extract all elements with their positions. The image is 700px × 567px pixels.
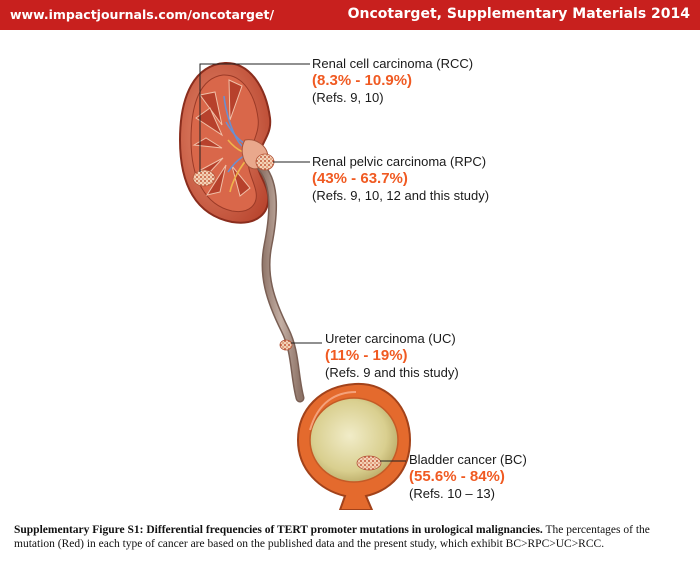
rpc-refs: (Refs. 9, 10, 12 and this study) xyxy=(312,188,490,203)
bladder-shape xyxy=(296,382,412,510)
uc-percent: (11% - 19%) xyxy=(325,347,408,364)
bc-tumor-marker xyxy=(356,455,382,471)
rcc-tumor-marker xyxy=(192,169,216,187)
kidney-shape xyxy=(178,61,272,224)
caption-text: The percentages of the mutation (Red) in… xyxy=(14,524,650,550)
rpc-tumor-marker xyxy=(255,153,275,171)
bc-refs: (Refs. 10 – 13) xyxy=(409,486,495,501)
uc-refs: (Refs. 9 and this study) xyxy=(325,365,459,380)
caption-title: Supplementary Figure S1: Differential fr… xyxy=(14,524,543,536)
header-bar: www.impactjournals.com/oncotarget/ Oncot… xyxy=(0,0,700,30)
rpc-percent: (43% - 63.7%) xyxy=(312,170,408,187)
rcc-percent: (8.3% - 10.9%) xyxy=(312,72,413,89)
uc-name: Ureter carcinoma (UC) xyxy=(325,331,456,346)
journal-title: Oncotarget, Supplementary Materials 2014 xyxy=(347,6,690,22)
journal-url[interactable]: www.impactjournals.com/oncotarget/ xyxy=(10,7,275,22)
rpc-label: Renal pelvic carcinoma (RPC) (43% - 63.7… xyxy=(312,155,489,202)
rcc-leader-line xyxy=(199,63,310,172)
bc-name: Bladder cancer (BC) xyxy=(409,452,527,467)
rpc-name: Renal pelvic carcinoma (RPC) xyxy=(312,154,487,169)
uc-label: Ureter carcinoma (UC) (11% - 19%) (Refs.… xyxy=(325,332,459,379)
rcc-label: Renal cell carcinoma (RCC) (8.3% - 10.9%… xyxy=(312,57,473,104)
bc-label: Bladder cancer (BC) (55.6% - 84%) (Refs.… xyxy=(409,453,527,500)
bc-percent: (55.6% - 84%) xyxy=(409,468,505,485)
rcc-refs: (Refs. 9, 10) xyxy=(312,90,384,105)
urinary-tract-illustration xyxy=(178,61,412,510)
uc-tumor-marker xyxy=(279,339,293,351)
figure-caption: Supplementary Figure S1: Differential fr… xyxy=(14,523,689,551)
rcc-name: Renal cell carcinoma (RCC) xyxy=(312,56,474,71)
